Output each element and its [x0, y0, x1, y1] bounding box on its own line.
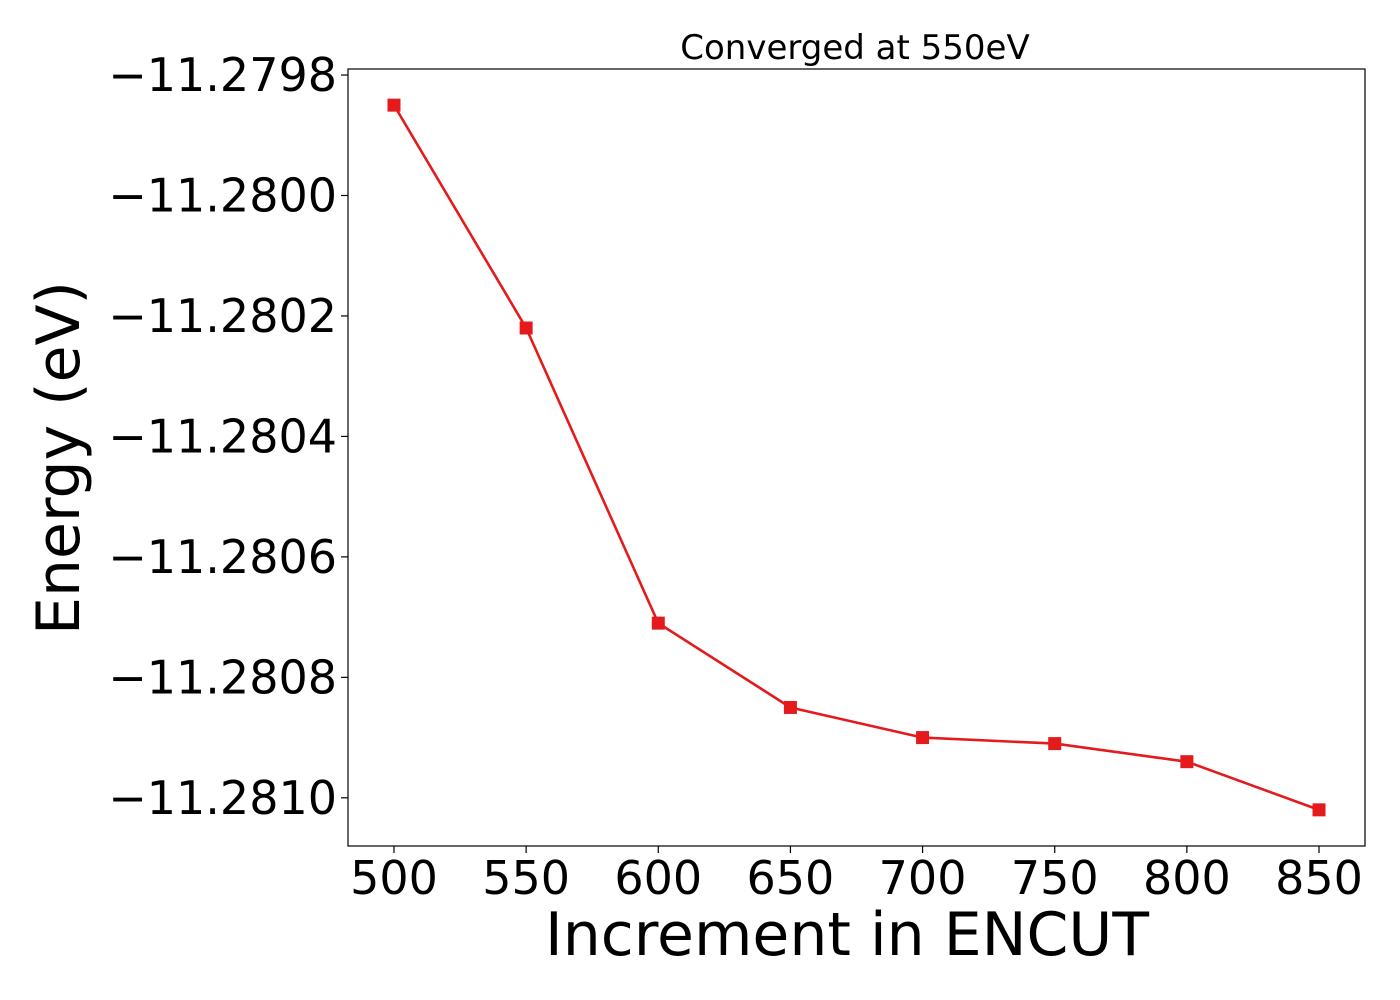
- x-tick-label: 700: [879, 851, 967, 905]
- data-point-marker: [651, 616, 665, 630]
- x-axis-label: Increment in ENCUT: [545, 900, 1149, 970]
- x-tick-label: 500: [350, 851, 438, 905]
- data-point-marker: [519, 321, 533, 335]
- x-tick-label: 550: [482, 851, 570, 905]
- y-tick-label: −11.2798: [108, 48, 337, 102]
- data-point-marker: [1312, 803, 1326, 817]
- x-tick-label: 750: [1011, 851, 1099, 905]
- y-tick-label: −11.2806: [108, 530, 337, 584]
- y-axis-label: Energy (eV): [24, 281, 94, 635]
- x-tick-label: 850: [1275, 851, 1363, 905]
- plot-area-frame: [347, 68, 1366, 847]
- series-layer: [387, 98, 1326, 817]
- y-tick-label: −11.2800: [108, 168, 337, 222]
- data-point-marker: [916, 731, 930, 745]
- y-axis-ticks: −11.2798 −11.2800 −11.2802 −11.2804 −11.2806…: [108, 48, 348, 825]
- data-point-marker: [783, 700, 797, 714]
- y-tick-label: −11.2802: [108, 289, 337, 343]
- x-axis-ticks: 500 550 600 650 700 750 800 850: [350, 846, 1363, 905]
- data-point-marker: [1180, 755, 1194, 769]
- y-tick-label: −11.2804: [108, 409, 337, 463]
- x-tick-label: 600: [614, 851, 702, 905]
- y-tick-label: −11.2810: [108, 771, 337, 825]
- x-tick-label: 800: [1143, 851, 1231, 905]
- x-tick-label: 650: [747, 851, 835, 905]
- data-point-marker: [387, 98, 401, 112]
- data-point-marker: [1048, 737, 1062, 751]
- series-line: [392, 104, 1320, 812]
- y-tick-label: −11.2808: [108, 650, 337, 704]
- chart-title: Converged at 550eV: [680, 28, 1029, 68]
